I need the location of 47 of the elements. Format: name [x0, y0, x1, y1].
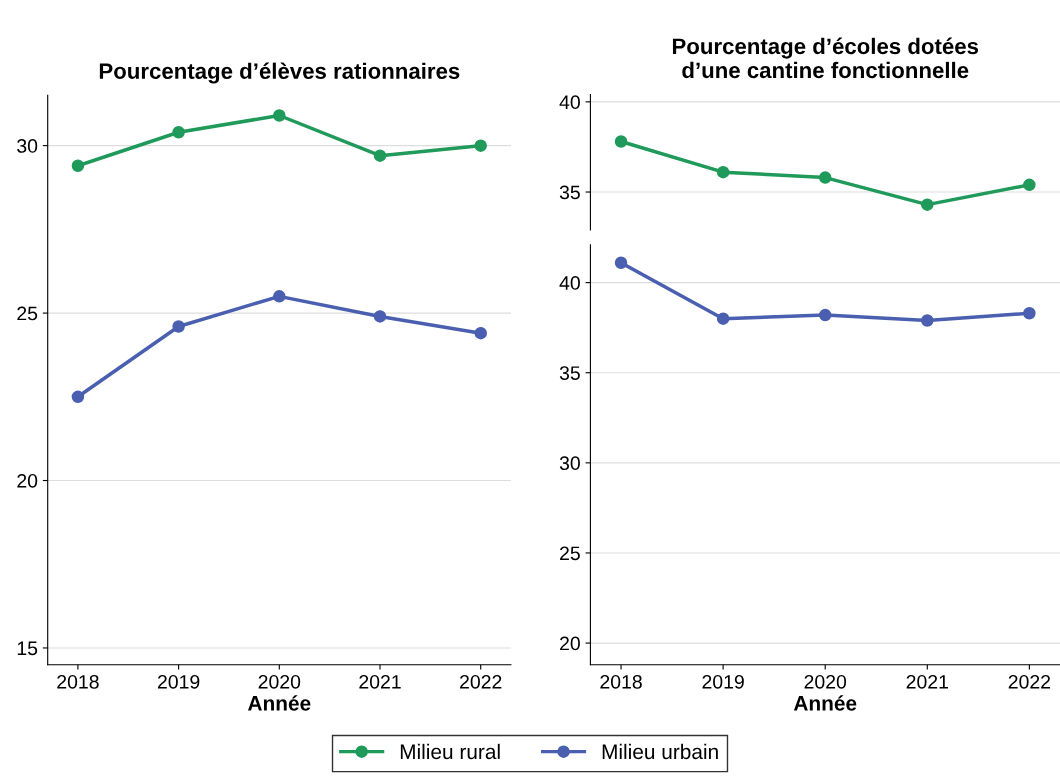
y-tick-label: 30: [559, 456, 580, 471]
x-axis-title: Année: [793, 695, 857, 711]
point: [1023, 307, 1036, 320]
x-tick-label: 2018: [57, 674, 99, 689]
point: [716, 312, 730, 325]
y-tick-label: 20: [17, 473, 38, 488]
legend-label: Milieu urbain: [602, 743, 718, 760]
y-tick-label: 20: [560, 636, 580, 651]
x-tick-label: 2020: [258, 674, 301, 689]
x-tick-label: 2022: [460, 674, 502, 689]
point: [818, 308, 832, 322]
y-tick-label: 40: [559, 95, 580, 110]
point: [273, 290, 286, 303]
y-tick-label: 35: [559, 185, 580, 200]
point: [474, 139, 487, 152]
point: [273, 109, 286, 122]
point: [71, 390, 85, 404]
y-tick-label: 15: [17, 641, 38, 656]
y-tick-label: 40: [559, 276, 580, 290]
chart-title: Pourcentage d’élèves rationnaires: [99, 62, 460, 84]
x-tick-label: 2022: [1008, 674, 1051, 689]
point: [71, 159, 85, 172]
x-tick-label: 2020: [804, 674, 847, 689]
y-tick-label: 25: [17, 306, 38, 321]
point: [614, 135, 628, 148]
point: [172, 125, 185, 139]
y-tick-label: 30: [17, 139, 38, 153]
point: [921, 198, 934, 211]
point: [373, 310, 387, 323]
x-tick-label: 2019: [702, 674, 744, 689]
point: [373, 149, 387, 162]
point: [921, 314, 934, 327]
point: [474, 326, 487, 340]
point: [716, 165, 730, 179]
x-axis-title: Année: [247, 695, 311, 711]
x-tick-label: 2018: [600, 674, 642, 689]
point: [1023, 178, 1036, 192]
point: [818, 171, 832, 184]
legend-label: Milieu rural: [400, 743, 500, 760]
point: [172, 320, 185, 333]
x-tick-label: 2021: [906, 674, 948, 689]
y-tick-label: 35: [559, 366, 580, 380]
x-tick-label: 2021: [359, 674, 401, 689]
y-tick-label: 25: [560, 546, 580, 561]
x-tick-label: 2019: [157, 674, 200, 689]
chart-title: Pourcentage d’écoles dotées d’une cantine fonctionnelle: [672, 37, 979, 79]
point: [614, 256, 628, 270]
